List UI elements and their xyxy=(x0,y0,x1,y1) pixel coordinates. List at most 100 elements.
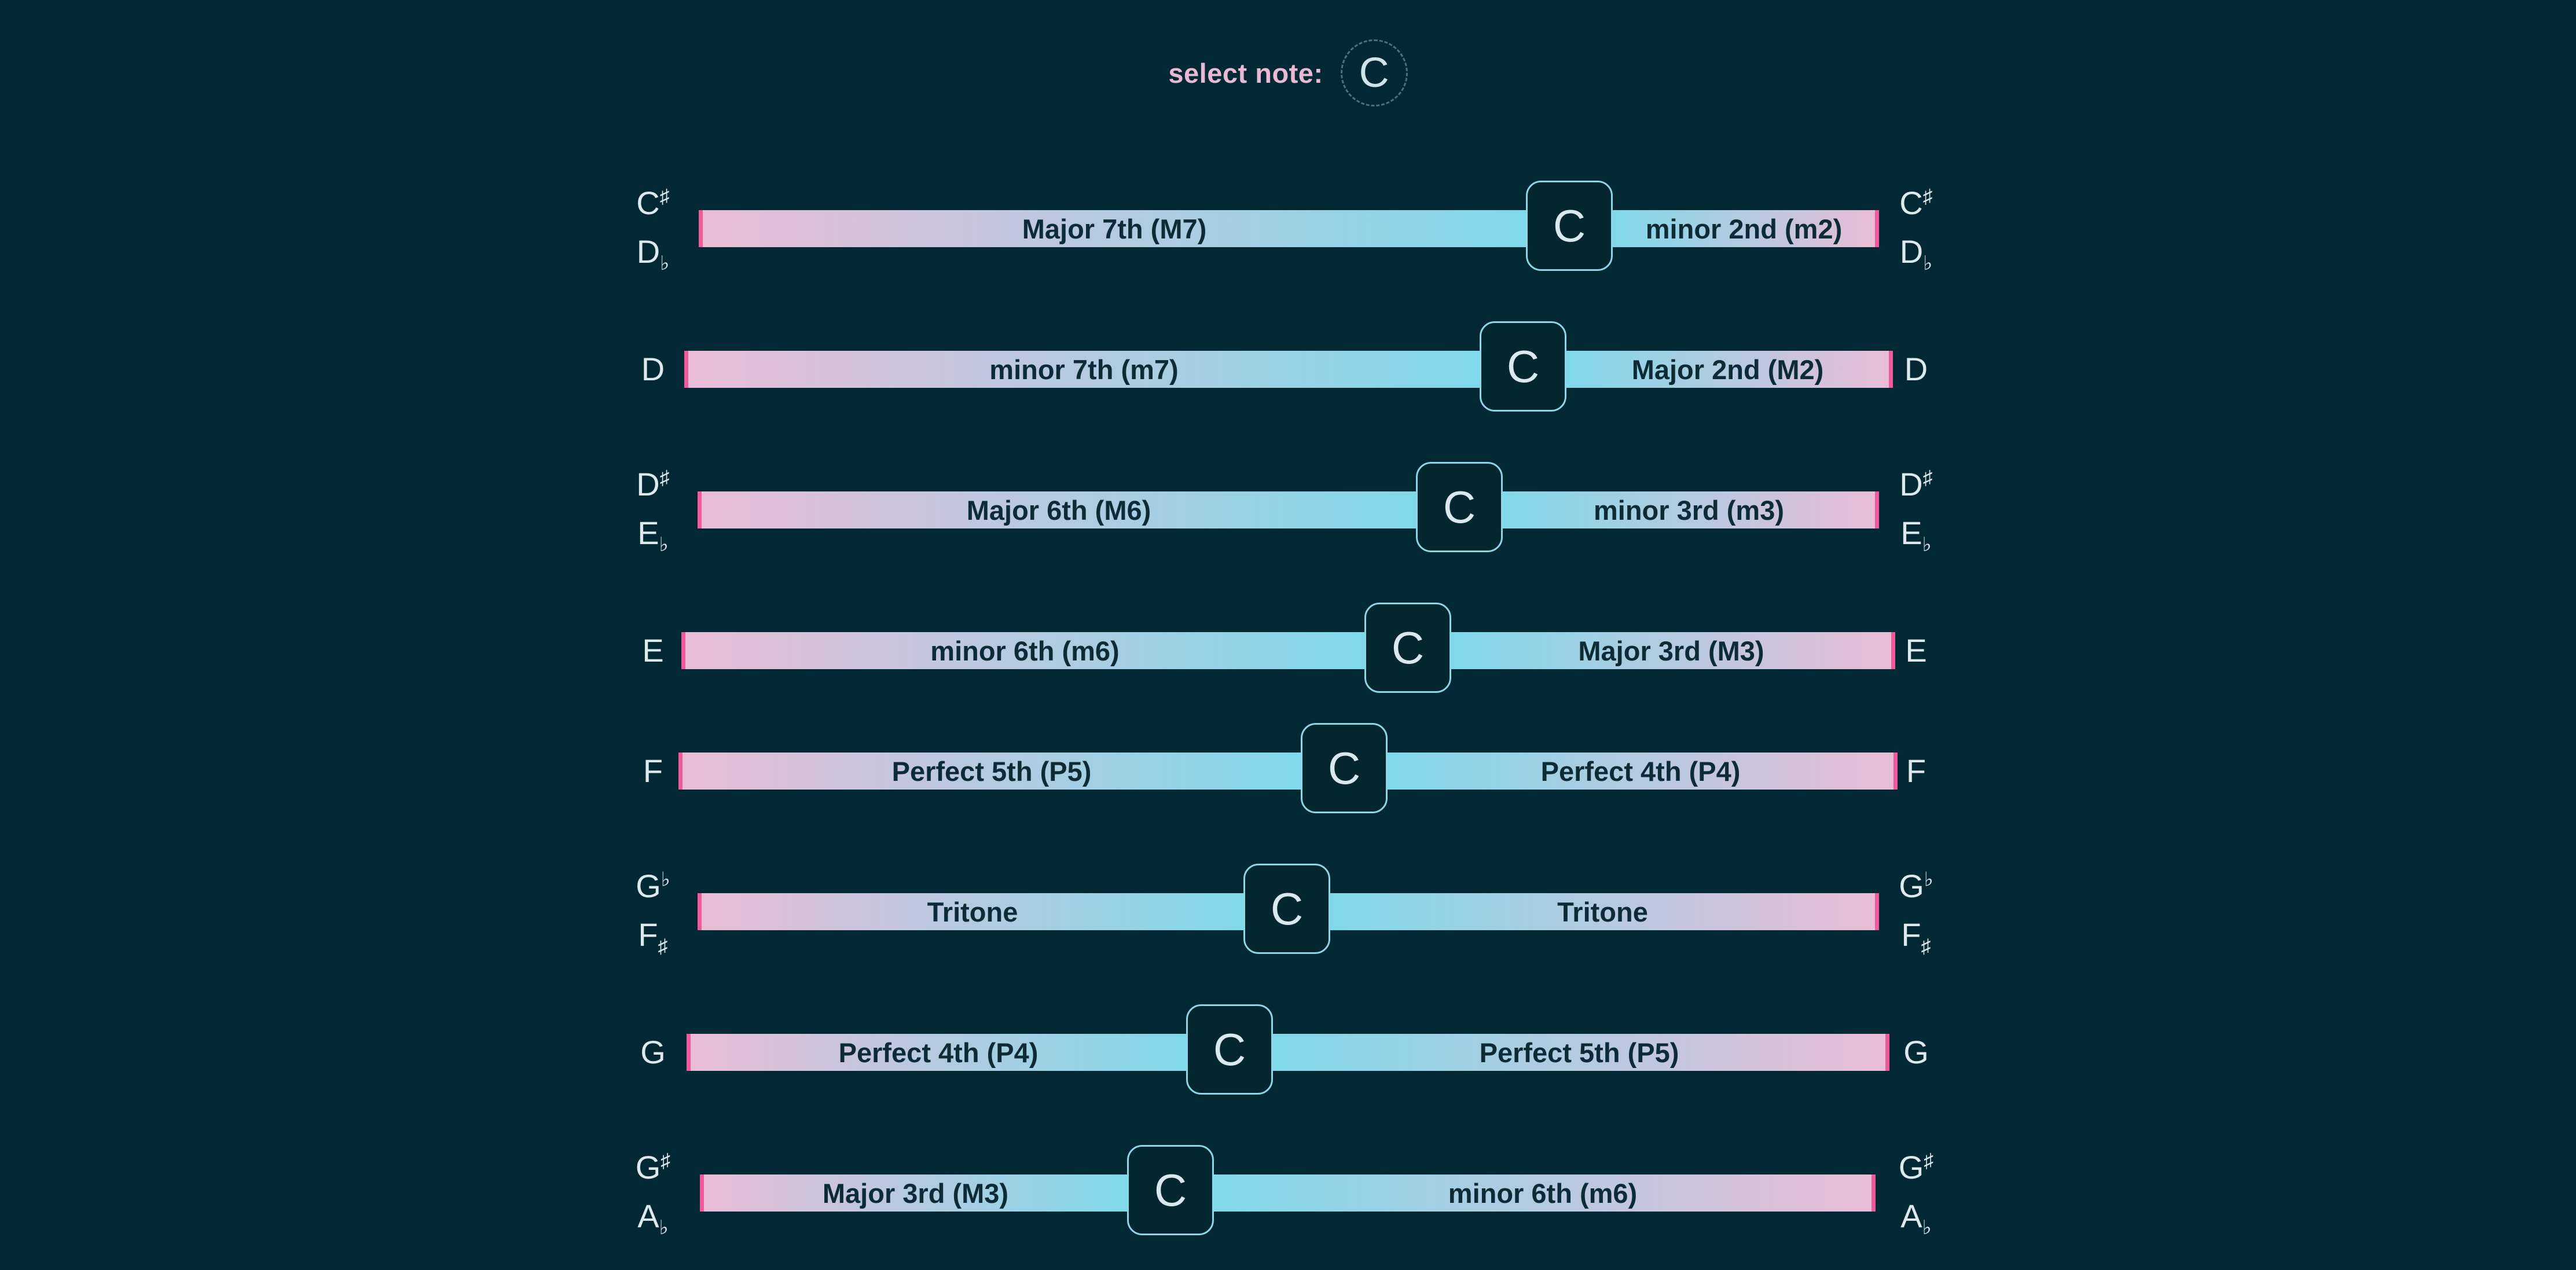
enharmonic-note-name: E♭ xyxy=(637,509,668,560)
note-name: C♯ xyxy=(1899,179,1932,227)
note-letter: F xyxy=(643,753,663,789)
right-note-label: G♯ A♭ xyxy=(1884,1144,1948,1242)
interval-bar: Perfect 5th (P5) Perfect 4th (P4) xyxy=(678,753,1898,790)
right-note-label: G xyxy=(1884,1003,1948,1102)
root-note-handle[interactable]: C xyxy=(1526,181,1613,271)
note-letter: G xyxy=(1903,1034,1929,1070)
right-interval-segment: minor 6th (m6) xyxy=(1214,1174,1872,1212)
note-letter: F xyxy=(1906,753,1927,789)
note-letter: D xyxy=(1899,465,1923,502)
note-letter: C xyxy=(636,184,660,221)
right-note-label: C♯ D♭ xyxy=(1884,179,1948,278)
right-interval-segment: Tritone xyxy=(1330,893,1875,930)
note-name: G♯ xyxy=(1899,1143,1934,1192)
enharmonic-note-name: E♭ xyxy=(1900,509,1931,560)
right-note-label: D xyxy=(1884,320,1948,419)
note-name: E xyxy=(1905,626,1927,675)
left-note-label: D xyxy=(621,320,685,419)
accidental-sharp-flat: ♯ xyxy=(1924,1150,1934,1172)
enharmonic-note-name: A♭ xyxy=(637,1192,668,1243)
root-note-handle[interactable]: C xyxy=(1186,1004,1273,1095)
left-interval-segment: Perfect 5th (P5) xyxy=(682,753,1301,790)
accidental-sharp-flat: ♭ xyxy=(660,868,670,891)
interval-bar: Major 6th (M6) minor 3rd (m3) xyxy=(698,491,1879,528)
note-name: F xyxy=(643,747,663,795)
note-letter: D xyxy=(636,465,660,502)
enharmonic-note-name: F♯ xyxy=(1901,911,1931,961)
note-letter: E xyxy=(637,514,659,551)
left-note-label: D♯ E♭ xyxy=(621,461,685,559)
right-interval-segment: Major 3rd (M3) xyxy=(1451,632,1891,669)
left-interval-segment: Tritone xyxy=(702,893,1243,930)
interval-bar: minor 6th (m6) Major 3rd (M3) xyxy=(681,632,1895,669)
interval-bar: Perfect 4th (P4) Perfect 5th (P5) xyxy=(687,1034,1889,1071)
accidental-sharp-flat: ♭ xyxy=(659,534,669,556)
enharmonic-note-name: D♭ xyxy=(1900,227,1933,278)
accidental-sharp-flat: ♭ xyxy=(1922,1217,1932,1239)
note-letter: G xyxy=(635,1148,661,1185)
note-name: G xyxy=(640,1028,666,1077)
note-letter: D xyxy=(1899,233,1924,270)
left-note-label: E xyxy=(621,601,685,700)
left-note-label: G xyxy=(621,1003,685,1102)
note-name: F xyxy=(1906,747,1926,795)
note-letter: F xyxy=(1901,916,1921,953)
note-selector-header: select note: C xyxy=(0,38,2576,108)
note-letter: G xyxy=(640,1034,666,1070)
interval-bar: minor 7th (m7) Major 2nd (M2) xyxy=(684,351,1893,388)
interval-row: D♯ E♭ D♯ E♭ Major 6th (M6) minor 3rd (m3) C xyxy=(0,461,2576,559)
root-note-handle[interactable]: C xyxy=(1243,864,1330,954)
select-note-label: select note: xyxy=(1168,57,1323,89)
right-interval-segment: minor 3rd (m3) xyxy=(1503,491,1875,528)
accidental-sharp-flat: ♯ xyxy=(659,185,670,208)
root-note-handle[interactable]: C xyxy=(1416,462,1503,552)
enharmonic-note-name: F♯ xyxy=(638,911,667,961)
left-interval-segment: Perfect 4th (P4) xyxy=(691,1034,1186,1071)
right-interval-segment: Perfect 4th (P4) xyxy=(1388,753,1894,790)
note-name: G♯ xyxy=(636,1143,671,1192)
left-interval-segment: minor 7th (m7) xyxy=(688,351,1480,388)
note-letter: F xyxy=(638,916,658,953)
note-letter: D xyxy=(636,233,660,270)
accidental-sharp-flat: ♭ xyxy=(1922,534,1932,556)
note-letter: A xyxy=(1900,1197,1922,1234)
root-note-handle[interactable]: C xyxy=(1127,1145,1214,1235)
left-note-label: G♭ F♯ xyxy=(621,862,685,961)
right-note-label: F xyxy=(1884,722,1948,820)
left-note-label: F xyxy=(621,722,685,820)
right-interval-segment: Major 2nd (M2) xyxy=(1566,351,1889,388)
note-name: C♯ xyxy=(636,179,669,227)
note-letter: E xyxy=(1905,632,1927,669)
note-letter: G xyxy=(1898,1148,1924,1185)
accidental-sharp-flat: ♯ xyxy=(660,1150,671,1172)
accidental-sharp-flat: ♯ xyxy=(658,935,668,958)
accidental-sharp-flat: ♯ xyxy=(659,467,670,489)
note-letter: E xyxy=(1900,514,1922,551)
accidental-sharp-flat: ♯ xyxy=(1921,935,1931,958)
root-note-handle[interactable]: C xyxy=(1301,723,1388,813)
note-letter: G xyxy=(636,867,661,904)
note-letter: G xyxy=(1899,867,1924,904)
note-letter: D xyxy=(1904,351,1928,387)
note-name: E xyxy=(642,626,663,675)
left-note-label: C♯ D♭ xyxy=(621,179,685,278)
interval-row: G♭ F♯ G♭ F♯ Tritone Tritone C xyxy=(0,862,2576,961)
interval-row: G G Perfect 4th (P4) Perfect 5th (P5) C xyxy=(0,1003,2576,1102)
note-letter: A xyxy=(637,1197,659,1234)
note-select-button[interactable]: C xyxy=(1340,39,1408,107)
root-note-handle[interactable]: C xyxy=(1480,321,1566,412)
left-interval-segment: Major 6th (M6) xyxy=(702,491,1416,528)
interval-bar: Major 3rd (M3) minor 6th (m6) xyxy=(700,1174,1876,1212)
right-interval-segment: Perfect 5th (P5) xyxy=(1273,1034,1885,1071)
accidental-sharp-flat: ♯ xyxy=(1922,185,1933,208)
note-name: D♯ xyxy=(1899,460,1932,509)
root-note-handle[interactable]: C xyxy=(1364,603,1451,693)
note-letter: E xyxy=(642,632,664,669)
interval-row: C♯ D♭ C♯ D♭ Major 7th (M7) minor 2nd (m2) C xyxy=(0,179,2576,278)
right-note-label: G♭ F♯ xyxy=(1884,862,1948,961)
note-letter: D xyxy=(641,351,665,387)
right-note-label: E xyxy=(1884,601,1948,700)
enharmonic-note-name: A♭ xyxy=(1900,1192,1931,1243)
left-interval-segment: Major 3rd (M3) xyxy=(704,1174,1127,1212)
